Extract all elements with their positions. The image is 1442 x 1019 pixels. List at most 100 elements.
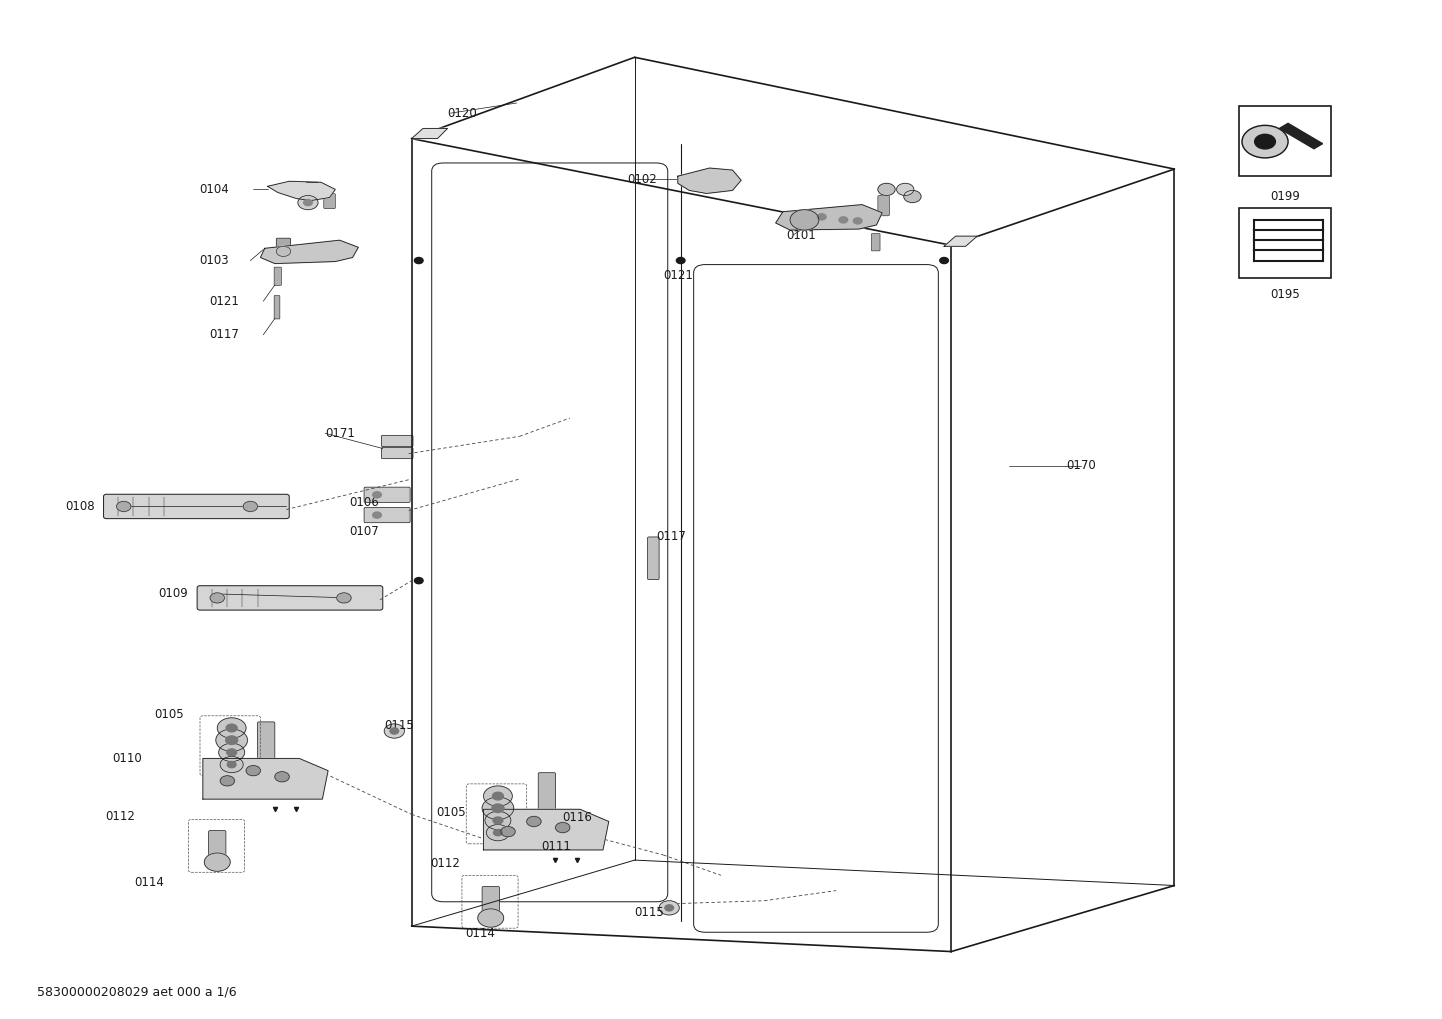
- Circle shape: [226, 749, 236, 756]
- Circle shape: [219, 743, 245, 761]
- Polygon shape: [261, 240, 358, 264]
- Circle shape: [298, 196, 319, 210]
- Text: 0121: 0121: [663, 269, 694, 282]
- Circle shape: [878, 183, 895, 196]
- Circle shape: [304, 200, 313, 206]
- Polygon shape: [483, 809, 609, 850]
- Text: 0171: 0171: [326, 427, 355, 440]
- Circle shape: [117, 501, 131, 512]
- Circle shape: [247, 765, 261, 775]
- Circle shape: [221, 775, 235, 786]
- Text: 0114: 0114: [464, 926, 495, 940]
- Circle shape: [216, 729, 248, 751]
- Circle shape: [372, 512, 381, 518]
- FancyBboxPatch shape: [1239, 106, 1331, 176]
- Text: 0107: 0107: [349, 526, 379, 538]
- Text: 0199: 0199: [1270, 190, 1301, 203]
- Circle shape: [483, 786, 512, 806]
- Text: 0117: 0117: [656, 531, 686, 543]
- FancyBboxPatch shape: [258, 721, 275, 759]
- FancyBboxPatch shape: [209, 830, 226, 858]
- Text: 0111: 0111: [541, 841, 571, 853]
- Circle shape: [226, 725, 236, 732]
- Polygon shape: [945, 236, 978, 247]
- FancyBboxPatch shape: [1239, 208, 1331, 278]
- Circle shape: [372, 492, 381, 498]
- Circle shape: [854, 218, 862, 224]
- Text: 0117: 0117: [209, 328, 239, 341]
- Circle shape: [414, 578, 423, 584]
- Text: 0121: 0121: [209, 294, 239, 308]
- Text: 0102: 0102: [627, 173, 658, 185]
- Text: 0110: 0110: [112, 752, 143, 765]
- Text: 0105: 0105: [435, 806, 466, 819]
- Text: 0104: 0104: [199, 182, 229, 196]
- Polygon shape: [1279, 123, 1322, 149]
- Circle shape: [493, 792, 503, 800]
- Circle shape: [839, 217, 848, 223]
- FancyBboxPatch shape: [647, 537, 659, 580]
- Text: 0195: 0195: [1270, 287, 1301, 301]
- Text: 0115: 0115: [384, 719, 414, 733]
- Text: 0109: 0109: [159, 587, 189, 600]
- Polygon shape: [776, 205, 883, 230]
- Circle shape: [492, 804, 503, 812]
- Circle shape: [225, 736, 238, 745]
- Circle shape: [337, 593, 350, 603]
- FancyBboxPatch shape: [104, 494, 290, 519]
- Text: 0116: 0116: [562, 811, 593, 824]
- Text: 0106: 0106: [349, 496, 379, 508]
- Circle shape: [940, 258, 949, 264]
- Circle shape: [389, 728, 398, 734]
- Text: 0115: 0115: [634, 907, 665, 919]
- Text: 0120: 0120: [447, 107, 477, 119]
- FancyBboxPatch shape: [482, 887, 499, 914]
- Circle shape: [500, 826, 515, 837]
- Circle shape: [221, 756, 244, 772]
- Circle shape: [205, 853, 231, 871]
- FancyBboxPatch shape: [878, 196, 890, 216]
- Text: 0112: 0112: [105, 810, 136, 823]
- Circle shape: [228, 761, 236, 767]
- Polygon shape: [268, 181, 336, 201]
- FancyBboxPatch shape: [274, 296, 280, 319]
- Circle shape: [1242, 125, 1288, 158]
- Circle shape: [277, 247, 291, 257]
- Circle shape: [790, 210, 819, 230]
- Circle shape: [414, 258, 423, 264]
- Polygon shape: [203, 758, 329, 799]
- FancyBboxPatch shape: [381, 447, 412, 459]
- Circle shape: [904, 191, 921, 203]
- Polygon shape: [678, 168, 741, 194]
- Circle shape: [493, 829, 502, 836]
- FancyBboxPatch shape: [363, 487, 410, 502]
- Text: 58300000208029 aet 000 a 1/6: 58300000208029 aet 000 a 1/6: [37, 985, 236, 999]
- Circle shape: [244, 501, 258, 512]
- Circle shape: [218, 717, 247, 738]
- Circle shape: [275, 771, 290, 782]
- Text: 0101: 0101: [786, 228, 816, 242]
- Circle shape: [485, 811, 510, 829]
- Circle shape: [676, 258, 685, 264]
- FancyBboxPatch shape: [274, 267, 281, 285]
- Text: 0105: 0105: [154, 708, 185, 721]
- Circle shape: [477, 909, 503, 927]
- FancyBboxPatch shape: [363, 507, 410, 523]
- FancyBboxPatch shape: [198, 586, 382, 610]
- Circle shape: [659, 901, 679, 915]
- Text: 0103: 0103: [199, 254, 229, 267]
- FancyBboxPatch shape: [277, 238, 291, 256]
- Text: 0112: 0112: [430, 857, 460, 869]
- FancyBboxPatch shape: [324, 194, 336, 209]
- Polygon shape: [411, 128, 447, 139]
- Circle shape: [897, 183, 914, 196]
- Circle shape: [493, 817, 503, 824]
- Text: 0114: 0114: [134, 876, 164, 889]
- Circle shape: [211, 593, 225, 603]
- FancyBboxPatch shape: [381, 435, 412, 446]
- Circle shape: [555, 822, 570, 833]
- Text: 0108: 0108: [65, 500, 95, 513]
- Circle shape: [665, 905, 673, 911]
- Circle shape: [486, 824, 509, 841]
- FancyBboxPatch shape: [871, 233, 880, 251]
